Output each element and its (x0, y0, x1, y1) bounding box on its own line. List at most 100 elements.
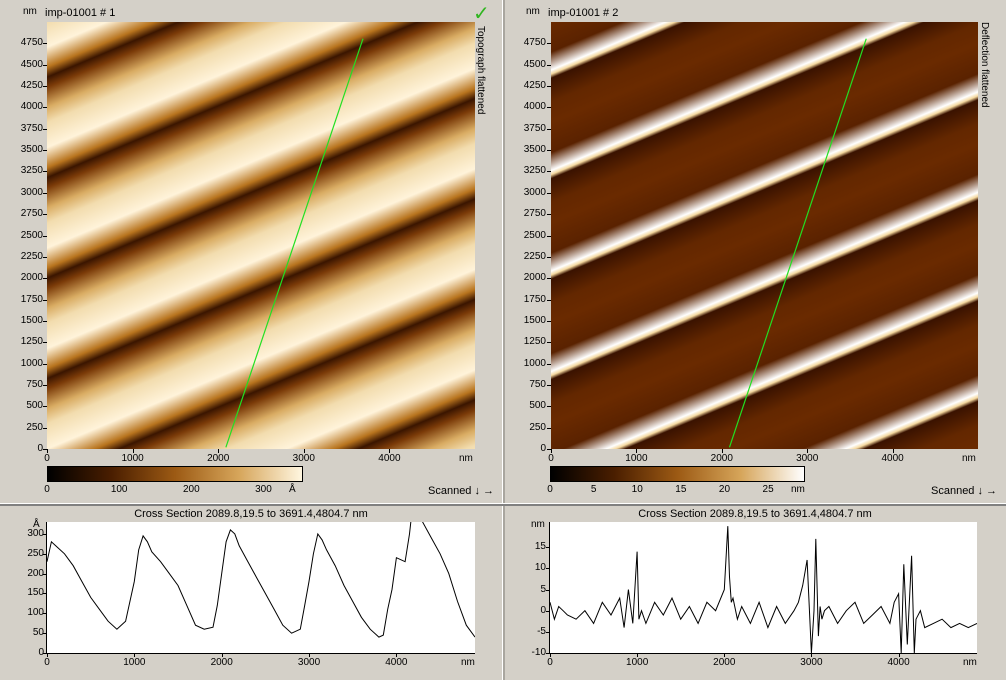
panel1-ytick-label: 1500 (20, 314, 43, 326)
panel1-ytick-mark (43, 256, 47, 258)
section1-xtick-label: 3000 (297, 657, 321, 668)
section2-title: Cross Section 2089.8,19.5 to 3691.4,4804… (638, 508, 872, 520)
panel1-ytick-mark (43, 214, 47, 216)
section1-ytick-label: 200 (27, 567, 44, 579)
panel1-ytick-mark (43, 363, 47, 365)
panel1-ytick-label: 4500 (20, 58, 43, 70)
panel2-ytick-label: 1750 (523, 293, 546, 305)
section2-y-unit: nm (531, 519, 545, 530)
panel2-ytick-label: 1000 (523, 357, 546, 369)
panel2-y-unit: nm (526, 6, 540, 17)
vertical-divider[interactable] (502, 0, 505, 680)
panel2-scanned-label[interactable]: Scanned ↓ → (931, 485, 998, 497)
panel2-ytick-mark (547, 128, 551, 130)
section1-profile-line (46, 493, 476, 638)
panel2-ytick-label: 3500 (523, 144, 546, 156)
panel1-ytick-label: 500 (26, 400, 43, 412)
panel2-ytick-mark (547, 150, 551, 152)
panel2-ytick-label: 0 (540, 443, 546, 454)
panel2-ytick-label: 750 (529, 378, 546, 390)
panel1-ytick-label: 3500 (20, 144, 43, 156)
panel1-ytick-mark (43, 86, 47, 88)
panel2-ytick-mark (547, 86, 551, 88)
panel2-deflection-image[interactable] (551, 22, 978, 449)
horizontal-divider[interactable] (0, 503, 1006, 506)
panel2-ytick-mark (547, 214, 551, 216)
section2-profile-line (549, 526, 978, 654)
section2-ytick-mark (546, 631, 550, 633)
section1-ytick-mark (43, 533, 47, 535)
section1-ytick-label: 0 (38, 647, 44, 658)
section1-plot-area[interactable] (46, 493, 476, 653)
panel1-xtick-label: 4000 (378, 453, 401, 464)
panel1-ytick-mark (43, 427, 47, 429)
panel1-ytick-label: 4250 (20, 80, 43, 92)
section2-xtick-mark (637, 653, 639, 657)
section2-ytick-mark (546, 653, 550, 654)
panel1-xtick-mark (389, 449, 391, 453)
section2-xtick-mark (724, 653, 726, 657)
section1-xtick-mark (134, 653, 136, 657)
panel1-xtick-label: 3000 (292, 453, 315, 464)
panel2-ytick-mark (547, 235, 551, 237)
panel2-ytick-label: 2000 (523, 272, 546, 284)
panel2-ytick-mark (547, 299, 551, 301)
panel1-ytick-label: 3750 (20, 122, 43, 134)
panel2-colorbar-unit: nm (791, 484, 805, 495)
panel2-xtick-mark (636, 449, 638, 453)
section1-ytick-label: 300 (27, 527, 44, 539)
panel1-scanned-label[interactable]: Scanned ↓ → (428, 485, 495, 497)
panel1-ytick-mark (43, 192, 47, 194)
panel1-ytick-mark (43, 342, 47, 344)
panel1-ytick-mark (43, 64, 47, 66)
section2-plot-area[interactable] (549, 522, 978, 654)
panel1-ytick-mark (43, 150, 47, 152)
panel1-ytick-label: 1000 (20, 357, 43, 369)
panel2-ytick-mark (547, 64, 551, 66)
checkmark-icon[interactable]: ✓ (473, 3, 490, 25)
panel2-colorbar (550, 466, 805, 482)
panel2-ytick-mark (547, 43, 551, 45)
section1-y-unit: Å (33, 519, 40, 530)
panel1-ytick-label: 4000 (20, 101, 43, 113)
panel2-ytick-label: 250 (529, 421, 546, 433)
panel2-title: imp-01001 # 2 (548, 7, 619, 19)
panel2-ytick-label: 1250 (523, 336, 546, 348)
panel2-ytick-label: 2250 (523, 250, 546, 262)
panel2-ytick-label: 4750 (523, 37, 546, 49)
panel2-xtick-label: 3000 (796, 453, 819, 464)
panel1-y-unit: nm (23, 6, 37, 17)
section1-xtick-mark (309, 653, 311, 657)
panel2-colorbar-tick: 5 (590, 484, 597, 495)
panel1-ytick-label: 1250 (20, 336, 43, 348)
panel2-ytick-mark (547, 278, 551, 280)
panel2-colorbar-tick: 0 (547, 484, 553, 495)
section2-ytick-label: 5 (540, 583, 546, 595)
panel2-xtick-mark (807, 449, 809, 453)
section2-xtick-label: 0 (547, 657, 553, 668)
panel2-ytick-mark (547, 342, 551, 344)
panel2-ytick-mark (547, 427, 551, 429)
panel2-ytick-label: 4250 (523, 80, 546, 92)
panel1-x-unit: nm (459, 453, 473, 464)
panel1-ytick-mark (43, 107, 47, 109)
panel2-colorbar-tick: 15 (675, 484, 687, 495)
panel1-topograph-image[interactable] (47, 22, 475, 449)
panel1-colorbar-tick: 300 (255, 484, 272, 495)
panel2-ytick-label: 4000 (523, 101, 546, 113)
panel1-ytick-mark (43, 128, 47, 130)
panel1-xtick-label: 0 (44, 453, 50, 464)
section1-xtick-mark (221, 653, 223, 657)
section2-xtick-mark (550, 653, 551, 657)
panel1-ytick-label: 750 (26, 378, 43, 390)
panel1-ytick-label: 2000 (20, 272, 43, 284)
panel1-colorbar-unit: Å (289, 484, 296, 495)
section1-xtick-label: 4000 (385, 657, 408, 668)
panel2-xtick-label: 4000 (881, 453, 904, 464)
panel2-ytick-mark (547, 384, 551, 386)
section2-y-axis-line (549, 522, 550, 653)
panel1-colorbar-tick: 0 (44, 484, 50, 495)
panel1-ytick-label: 1750 (20, 293, 43, 305)
panel2-ytick-label: 3250 (523, 165, 546, 177)
section1-x-unit: nm (461, 657, 475, 668)
